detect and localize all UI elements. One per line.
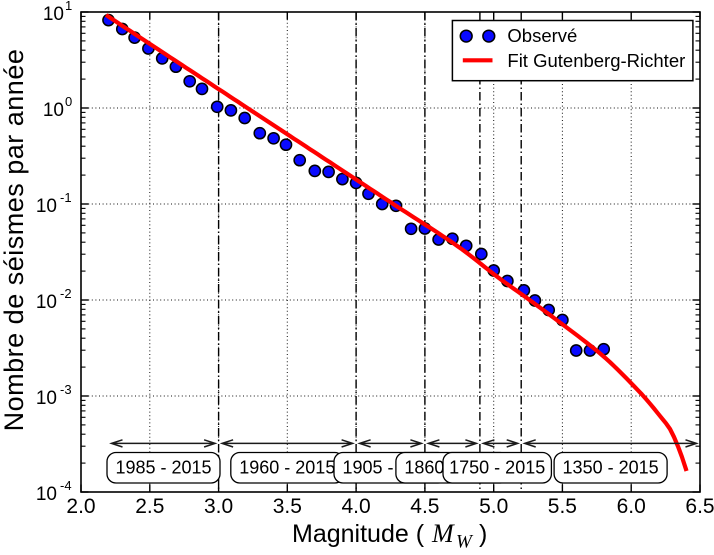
svg-text:1: 1 <box>65 0 72 13</box>
svg-text:10: 10 <box>36 292 57 313</box>
svg-text:1960 - 2015: 1960 - 2015 <box>239 458 335 478</box>
svg-text:4.5: 4.5 <box>410 495 439 518</box>
svg-text:Magnitude (: Magnitude ( <box>292 520 425 548</box>
svg-text:Observé: Observé <box>507 25 577 46</box>
svg-text:-1: -1 <box>60 190 72 205</box>
svg-text:W: W <box>456 532 474 551</box>
svg-text:Fit Gutenberg-Richter: Fit Gutenberg-Richter <box>507 50 685 71</box>
svg-text:1350 - 2015: 1350 - 2015 <box>563 458 659 478</box>
svg-text:5.5: 5.5 <box>548 495 577 518</box>
svg-text:0: 0 <box>65 94 72 109</box>
svg-text:3.0: 3.0 <box>204 495 233 518</box>
svg-text:2.5: 2.5 <box>135 495 164 518</box>
svg-text:10: 10 <box>43 4 64 25</box>
svg-text:1750 - 2015: 1750 - 2015 <box>449 458 545 478</box>
svg-text:4.0: 4.0 <box>341 495 370 518</box>
svg-text:3.5: 3.5 <box>273 495 302 518</box>
svg-text:2.0: 2.0 <box>66 495 95 518</box>
svg-text:10: 10 <box>36 196 57 217</box>
svg-text:M: M <box>431 519 455 548</box>
svg-text:6.5: 6.5 <box>685 495 714 518</box>
svg-text:10: 10 <box>43 100 64 121</box>
svg-text:1985 - 2015: 1985 - 2015 <box>115 458 211 478</box>
svg-text:10: 10 <box>36 484 57 505</box>
svg-text:10: 10 <box>36 388 57 409</box>
svg-text:-4: -4 <box>60 478 72 493</box>
svg-text:): ) <box>479 520 487 548</box>
svg-text:-2: -2 <box>60 286 72 301</box>
svg-text:Nombre de séismes par année: Nombre de séismes par année <box>0 49 29 432</box>
svg-text:5.0: 5.0 <box>479 495 508 518</box>
svg-text:6.0: 6.0 <box>617 495 646 518</box>
svg-text:-3: -3 <box>60 382 72 397</box>
